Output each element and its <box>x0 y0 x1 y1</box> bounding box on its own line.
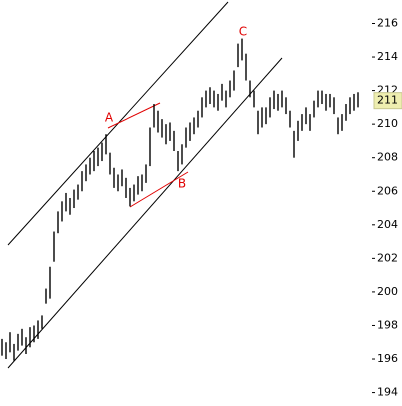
y-tick-label: 198 <box>377 318 398 331</box>
annotation-b: B <box>178 177 186 191</box>
trend-lines <box>7 1 283 369</box>
red-line-a <box>107 102 161 129</box>
y-tick-label: 194 <box>377 386 398 399</box>
last-price-label: 211 <box>377 94 398 107</box>
y-tick-label: 204 <box>377 218 398 231</box>
y-tick-label: 214 <box>377 50 398 63</box>
red-line-b <box>129 171 189 208</box>
y-tick-label: 200 <box>377 285 398 298</box>
y-tick-label: 206 <box>377 184 398 197</box>
y-tick-label: 216 <box>377 16 398 29</box>
annotation-c: C <box>239 25 247 39</box>
channel-lower <box>7 57 283 369</box>
annotation-a: A <box>105 111 114 125</box>
last-price-box <box>373 92 402 110</box>
y-tick-label: 196 <box>377 352 398 365</box>
y-tick-label: 210 <box>377 117 398 130</box>
y-tick-label: 202 <box>377 251 398 264</box>
y-tick-label: 208 <box>377 151 398 164</box>
